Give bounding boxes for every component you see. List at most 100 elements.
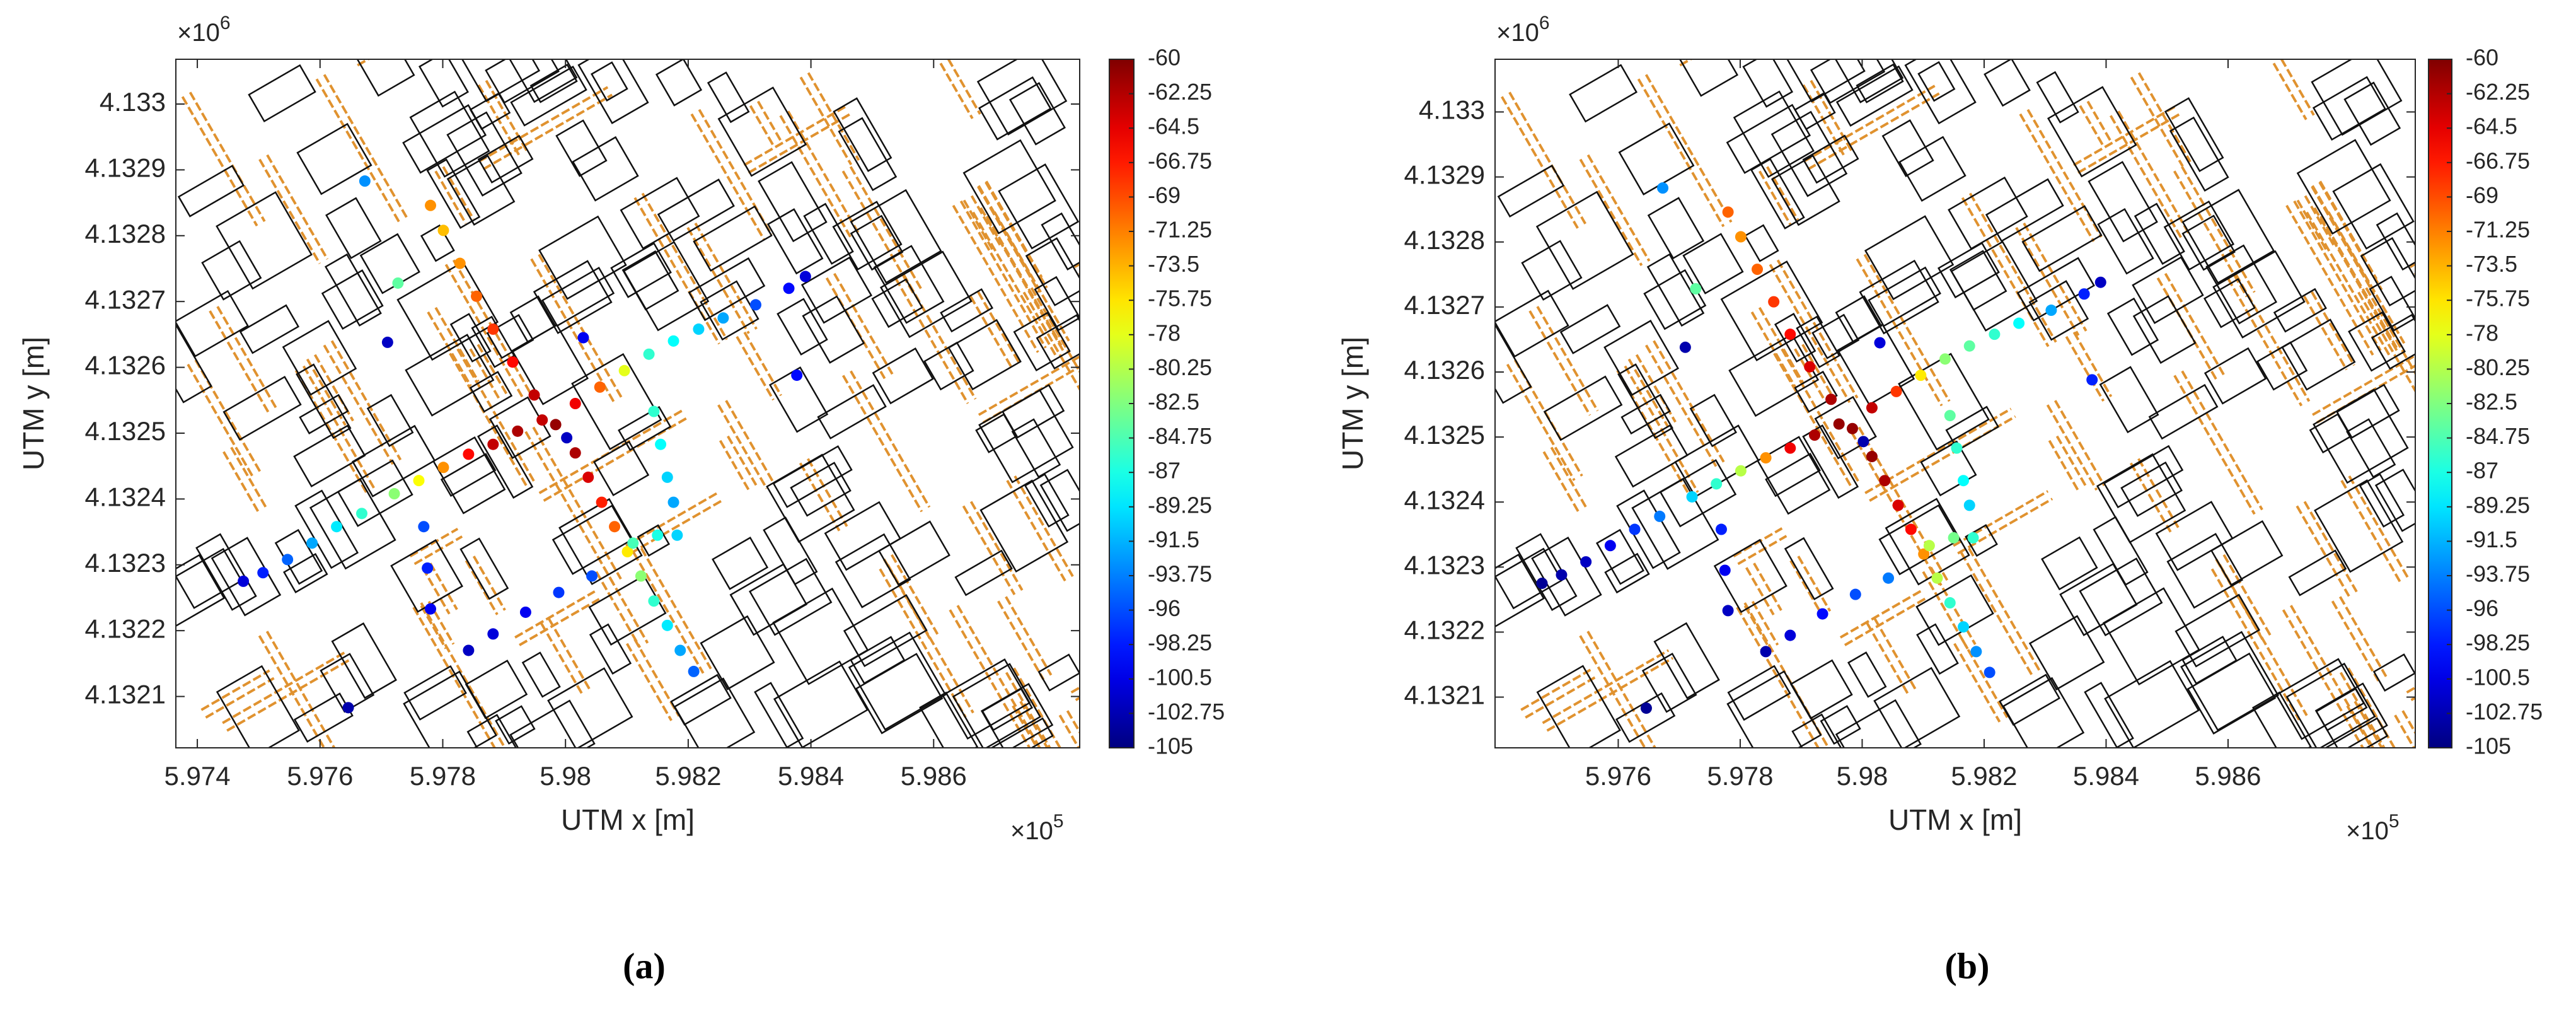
building — [309, 478, 396, 570]
y-tick-label: 4.133 — [100, 87, 166, 117]
building — [2315, 687, 2368, 731]
road-edge — [1058, 714, 1080, 748]
building — [1873, 666, 1961, 748]
road-edge — [2048, 439, 2079, 491]
y-multiplier: ×106 — [1496, 13, 1550, 47]
building — [274, 528, 323, 585]
building — [923, 341, 974, 391]
data-point — [507, 356, 519, 368]
building — [618, 405, 672, 451]
colorbar-tick-label: -91.5 — [1148, 527, 1199, 552]
road-edge — [1005, 596, 1053, 676]
building — [712, 537, 769, 590]
building — [1689, 393, 1737, 448]
road-edge — [1542, 649, 1670, 724]
building — [1984, 59, 2031, 107]
data-point — [282, 554, 294, 566]
building — [1920, 440, 1977, 497]
road-edge — [1624, 365, 1699, 493]
data-point — [791, 369, 803, 381]
building — [446, 154, 516, 226]
y-tick-label: 4.1326 — [85, 351, 166, 380]
colorbar-tick-label: -69 — [2466, 182, 2498, 208]
road-edge — [315, 78, 401, 225]
building — [2376, 212, 2415, 271]
building — [1615, 692, 1676, 743]
road-edge — [1794, 348, 1826, 401]
building — [850, 189, 942, 284]
road-edge — [1863, 253, 1951, 402]
data-point — [693, 323, 705, 335]
building — [2252, 691, 2312, 748]
road-edge — [1953, 643, 2001, 723]
building — [610, 242, 672, 298]
building — [572, 136, 639, 202]
road-edge — [1751, 600, 1779, 646]
building — [396, 260, 499, 361]
building — [577, 59, 649, 124]
road-edge — [743, 105, 846, 166]
building — [403, 665, 467, 721]
road-edge — [736, 335, 775, 401]
building — [2313, 388, 2409, 484]
data-point — [1679, 341, 1691, 353]
x-tick-label: 5.984 — [2073, 761, 2139, 791]
multiplier-power: 6 — [220, 13, 231, 33]
data-point — [643, 348, 655, 360]
data-point — [1629, 523, 1641, 535]
data-point — [437, 224, 449, 236]
building — [418, 59, 469, 108]
data-point — [1580, 556, 1592, 568]
building — [954, 549, 1013, 596]
building — [768, 366, 829, 433]
road-edge — [472, 556, 506, 611]
road-edge — [825, 277, 886, 380]
colorbar-tick-label: -96 — [2466, 595, 2498, 621]
data-point — [688, 665, 700, 677]
building — [1011, 418, 1061, 479]
data-point — [331, 521, 343, 533]
data-point — [1892, 499, 1904, 511]
building — [700, 615, 775, 690]
colorbar-tick-label: -93.75 — [2466, 561, 2530, 587]
road-edge — [530, 258, 616, 404]
building — [2106, 297, 2159, 356]
road-edge — [421, 567, 451, 615]
data-point — [652, 529, 664, 541]
road-edge — [1586, 631, 1657, 748]
road-edge — [216, 306, 278, 410]
data-point — [413, 475, 425, 487]
x-axis-label: UTM x [m] — [1888, 803, 2022, 836]
building — [176, 289, 249, 358]
road-edge — [2164, 272, 2226, 377]
road-edge — [1644, 74, 1733, 223]
colorbar-tick-label: -80.25 — [1148, 354, 1212, 380]
road-edge — [306, 358, 347, 426]
data-point — [2045, 305, 2057, 317]
colorbar-tick-label: -105 — [1148, 733, 1193, 759]
road-edge — [977, 185, 1036, 282]
road-edge — [2065, 335, 2105, 402]
building — [2312, 76, 2386, 141]
road-edge — [412, 607, 497, 748]
building — [1653, 622, 1720, 699]
building — [177, 165, 245, 218]
multiplier-power: 6 — [1539, 13, 1550, 33]
data-point — [2013, 317, 2025, 329]
data-point — [2094, 276, 2106, 288]
building — [848, 631, 947, 731]
data-point — [1816, 608, 1828, 620]
data-point — [667, 335, 679, 347]
road-edge — [2346, 705, 2373, 748]
road-edge — [748, 113, 851, 174]
y-multiplier: ×106 — [177, 13, 231, 47]
chart-panel: 5.976 5.978 5.98 5.982 5.984 5.986 4.1321 4.132… — [1336, 13, 2543, 986]
building — [2175, 593, 2261, 668]
building — [2285, 662, 2376, 748]
building — [409, 90, 490, 178]
y-tick-label: 4.1328 — [1404, 225, 1485, 255]
building — [1008, 82, 1066, 146]
building — [1878, 504, 1960, 576]
building — [1985, 178, 2064, 243]
